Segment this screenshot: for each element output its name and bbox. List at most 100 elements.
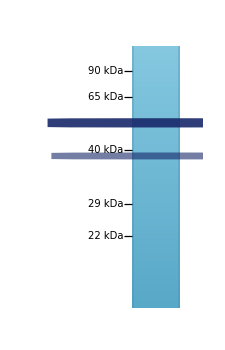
Bar: [132, 105, 180, 106]
Bar: [132, 199, 180, 201]
Bar: [132, 274, 180, 275]
Bar: [132, 262, 180, 264]
Bar: [132, 205, 180, 207]
Bar: [132, 62, 180, 63]
Bar: [132, 220, 180, 222]
Bar: [132, 68, 180, 69]
Bar: [132, 239, 180, 240]
Bar: [132, 67, 180, 68]
Bar: [132, 70, 180, 71]
Bar: [132, 162, 180, 163]
Bar: [132, 114, 180, 115]
Bar: [132, 260, 180, 262]
Bar: [132, 236, 180, 237]
Bar: [132, 177, 180, 178]
Bar: [132, 216, 180, 217]
Bar: [132, 56, 180, 58]
Bar: [132, 240, 180, 242]
Bar: [132, 170, 180, 171]
Bar: [132, 46, 134, 308]
Bar: [132, 50, 180, 51]
Bar: [132, 157, 180, 158]
Bar: [132, 302, 180, 304]
Bar: [132, 140, 180, 141]
Bar: [132, 110, 180, 111]
Bar: [132, 49, 180, 51]
Bar: [132, 288, 180, 290]
Text: 90 kDa: 90 kDa: [88, 66, 123, 76]
Bar: [132, 285, 180, 286]
Bar: [132, 129, 180, 130]
Bar: [132, 86, 180, 87]
Bar: [132, 271, 180, 272]
Bar: [132, 252, 180, 253]
Bar: [132, 281, 180, 283]
Bar: [132, 52, 180, 53]
Bar: [132, 276, 180, 278]
Bar: [178, 46, 180, 308]
Bar: [132, 300, 180, 301]
Bar: [132, 218, 180, 219]
Bar: [132, 206, 180, 208]
Bar: [132, 264, 180, 265]
Bar: [132, 103, 180, 104]
Bar: [132, 259, 180, 260]
Bar: [132, 104, 180, 105]
Bar: [132, 48, 180, 50]
Bar: [132, 279, 180, 280]
Bar: [132, 263, 180, 264]
Bar: [132, 203, 180, 204]
Bar: [132, 274, 180, 276]
Bar: [132, 228, 180, 230]
Bar: [132, 171, 180, 172]
Bar: [132, 231, 180, 232]
Bar: [132, 164, 180, 166]
Bar: [132, 197, 180, 198]
Bar: [132, 248, 180, 250]
Bar: [132, 85, 180, 86]
Bar: [132, 202, 180, 203]
Bar: [132, 91, 180, 92]
Bar: [132, 128, 180, 129]
Bar: [132, 176, 180, 177]
Text: 65 kDa: 65 kDa: [88, 92, 123, 103]
Bar: [132, 207, 180, 209]
FancyBboxPatch shape: [47, 118, 225, 127]
Bar: [132, 226, 180, 228]
Bar: [132, 237, 180, 238]
Bar: [132, 247, 180, 249]
Bar: [132, 260, 180, 261]
Bar: [132, 54, 180, 55]
Bar: [132, 303, 180, 304]
Bar: [132, 93, 180, 94]
Bar: [132, 124, 180, 125]
Bar: [132, 286, 180, 287]
Text: 40 kDa: 40 kDa: [88, 145, 123, 155]
Bar: [132, 302, 180, 303]
Bar: [132, 90, 180, 91]
Bar: [132, 69, 180, 71]
Bar: [132, 179, 180, 181]
Bar: [132, 172, 180, 173]
Bar: [132, 193, 180, 194]
Bar: [132, 187, 180, 189]
Bar: [132, 74, 180, 75]
Bar: [132, 88, 180, 89]
Bar: [132, 138, 180, 139]
Bar: [132, 133, 180, 134]
Bar: [132, 219, 180, 220]
Bar: [132, 104, 180, 106]
Bar: [132, 205, 180, 206]
Bar: [132, 291, 180, 292]
Bar: [132, 208, 180, 209]
Bar: [132, 125, 180, 126]
Bar: [132, 214, 180, 215]
Bar: [132, 122, 180, 123]
Bar: [132, 149, 180, 150]
Bar: [132, 198, 180, 200]
Bar: [132, 265, 180, 266]
Bar: [132, 130, 180, 131]
Bar: [132, 63, 180, 64]
Bar: [132, 173, 180, 174]
Bar: [132, 253, 180, 254]
